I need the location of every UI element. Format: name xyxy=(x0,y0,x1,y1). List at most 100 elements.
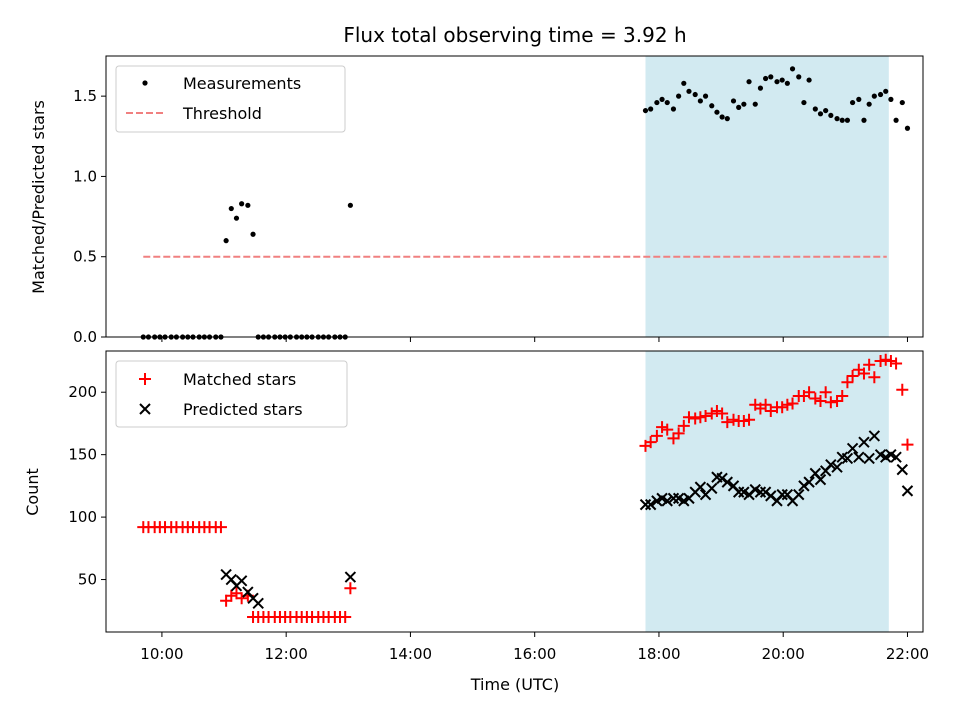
measurements-point xyxy=(233,215,240,221)
matched-stars-point xyxy=(874,354,887,367)
x-tick-label: 10:00 xyxy=(140,645,183,663)
matched-stars-point xyxy=(694,411,707,424)
matched-stars-point xyxy=(884,354,897,367)
matched-stars-point xyxy=(836,389,849,402)
matched-stars-point xyxy=(682,411,695,424)
matched-stars-point xyxy=(235,592,248,605)
x-axis-label: Time (UTC) xyxy=(470,675,559,694)
bottom-y-axis-label: Count xyxy=(23,468,42,516)
measurements-point xyxy=(801,99,807,106)
measurements-point xyxy=(888,96,894,102)
matched-stars-point xyxy=(737,414,750,427)
measurements-point xyxy=(681,80,687,86)
measurements-point xyxy=(746,79,752,85)
bottom-legend-box xyxy=(115,360,348,428)
matched-stars-point xyxy=(896,383,909,396)
measurements-point xyxy=(893,117,899,123)
top-y-tick-label: 0.5 xyxy=(73,248,97,266)
measurements-point xyxy=(752,101,758,107)
x-tick-label: 12:00 xyxy=(265,645,308,663)
measurements-point xyxy=(670,106,677,112)
measurements-point xyxy=(697,98,703,104)
matched-stars-point xyxy=(677,419,690,432)
top-y-axis-label: Matched/Predicted stars xyxy=(29,100,48,294)
bottom-y-tick-label: 50 xyxy=(78,571,97,589)
measurements-point xyxy=(839,117,845,123)
x-tick-label: 20:00 xyxy=(762,645,805,663)
matched-stars-point xyxy=(743,413,756,426)
top-legend-box xyxy=(115,65,346,133)
measurements-point xyxy=(904,125,911,131)
matched-stars-point xyxy=(764,404,777,417)
matched-stars-point xyxy=(225,589,238,602)
matched-stars-point xyxy=(710,404,723,417)
matched-stars-point xyxy=(846,369,859,382)
x-tick-label: 22:00 xyxy=(886,645,929,663)
matched-stars-point xyxy=(776,401,789,414)
measurements-point xyxy=(817,111,824,117)
matched-stars-point xyxy=(644,436,657,449)
measurements-point xyxy=(823,107,829,114)
matched-stars-point xyxy=(781,398,794,411)
measurements-point xyxy=(676,93,682,99)
matched-stars-point xyxy=(672,427,685,440)
legend-predicted-label: Predicted stars xyxy=(183,400,303,419)
measurements-point xyxy=(736,104,742,110)
predicted-stars-point xyxy=(694,481,707,493)
x-tick-label: 16:00 xyxy=(513,645,556,663)
predicted-stars-point xyxy=(776,488,788,501)
predicted-stars-point xyxy=(814,473,827,486)
measurements-point xyxy=(223,238,229,244)
predicted-stars-point xyxy=(716,472,728,485)
legend-predicted-marker xyxy=(139,403,151,415)
predicted-stars-point xyxy=(252,597,264,609)
predicted-stars-point xyxy=(896,463,908,476)
predicted-stars-point xyxy=(235,575,248,587)
matched-stars-point xyxy=(901,438,914,451)
bottom-y-tick-label: 200 xyxy=(68,383,97,401)
measurements-point xyxy=(702,93,709,99)
measurements-point xyxy=(250,231,256,237)
measurements-point xyxy=(664,99,670,106)
predicted-stars-point xyxy=(846,442,859,455)
matched-stars-point xyxy=(339,611,352,624)
predicted-stars-point xyxy=(639,498,652,511)
matched-stars-point xyxy=(824,396,837,409)
bottom-legend: Matched stars Predicted stars xyxy=(115,360,348,428)
matched-stars-point xyxy=(803,386,816,399)
predicted-stars-point xyxy=(798,480,810,492)
predicted-stars-point xyxy=(754,486,767,498)
x-tick-label: 18:00 xyxy=(637,645,680,663)
bottom-panel: 50 100 150 200 10:00 12:00 14:00 16:00 18:00 20:0… xyxy=(23,350,929,694)
matched-stars-point xyxy=(841,376,854,389)
matched-stars-point xyxy=(716,407,729,420)
measurements-point xyxy=(757,85,764,91)
measurements-point xyxy=(899,99,905,106)
measurements-point xyxy=(861,117,867,123)
predicted-stars-point xyxy=(825,458,837,471)
matched-stars-point xyxy=(814,394,827,407)
measurements-point xyxy=(877,91,884,98)
measurements-point xyxy=(856,96,862,102)
legend-measurements-marker xyxy=(142,80,148,86)
legend-measurements-label: Measurements xyxy=(183,74,301,93)
matched-stars-point xyxy=(650,429,663,442)
measurements-point xyxy=(724,116,730,122)
matched-stars-point xyxy=(879,353,892,366)
measurements-point xyxy=(789,66,796,72)
top-shaded-region xyxy=(645,56,889,337)
matched-stars-point xyxy=(656,421,669,434)
matched-stars-point xyxy=(344,582,357,595)
measurements-point xyxy=(730,98,737,104)
predicted-stars-point xyxy=(732,486,745,498)
measurements-point xyxy=(228,205,234,212)
measurements-point xyxy=(871,93,877,99)
matched-stars-point xyxy=(868,371,881,384)
measurements-point xyxy=(784,80,790,86)
bottom-y-tick-label: 150 xyxy=(68,446,97,464)
measurements-point xyxy=(834,116,840,122)
chart-title: Flux total observing time = 3.92 h xyxy=(343,23,686,47)
measurements-point xyxy=(245,202,251,208)
predicted-stars-point xyxy=(901,485,914,497)
